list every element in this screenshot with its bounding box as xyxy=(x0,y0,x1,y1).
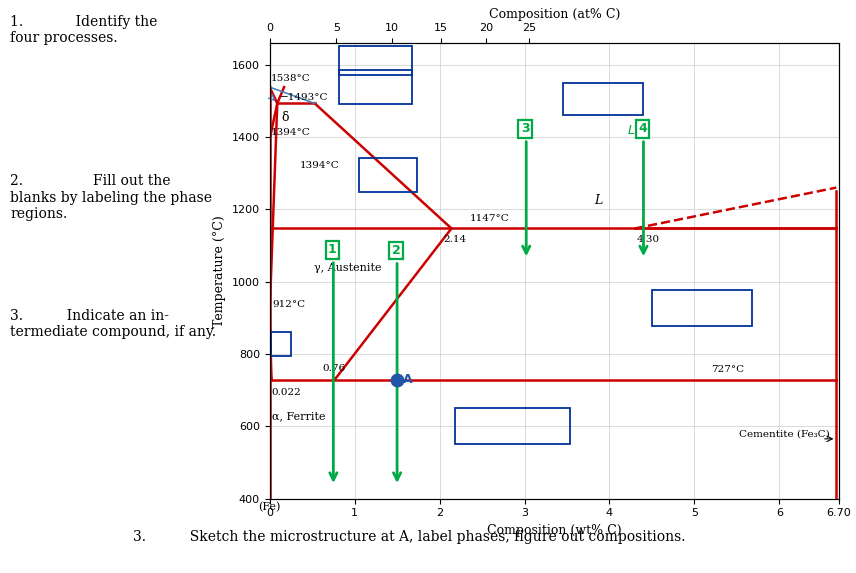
X-axis label: Composition (at% C): Composition (at% C) xyxy=(489,7,620,21)
Bar xyxy=(271,332,291,356)
Text: α, Ferrite: α, Ferrite xyxy=(271,411,325,422)
Bar xyxy=(455,408,569,444)
Text: 1394°C: 1394°C xyxy=(300,160,339,170)
Bar xyxy=(359,158,417,192)
Text: (Fe): (Fe) xyxy=(259,502,281,512)
Text: 4.30: 4.30 xyxy=(637,236,660,244)
Text: Cementite (Fe₃C): Cementite (Fe₃C) xyxy=(739,429,829,438)
Text: A: A xyxy=(403,373,413,386)
Text: δ: δ xyxy=(282,111,289,124)
X-axis label: Composition (wt% C): Composition (wt% C) xyxy=(487,524,621,537)
Text: 2.                Fill out the
blanks by labeling the phase
regions.: 2. Fill out the blanks by labeling the p… xyxy=(10,174,212,221)
Text: L: L xyxy=(594,194,603,207)
Text: 2: 2 xyxy=(391,244,401,257)
Bar xyxy=(339,70,412,104)
Text: 4: 4 xyxy=(638,122,646,135)
Y-axis label: Temperature (°C): Temperature (°C) xyxy=(213,215,226,327)
Text: −1493°C: −1493°C xyxy=(280,93,329,101)
Text: 0.76: 0.76 xyxy=(323,364,346,372)
Text: 3: 3 xyxy=(520,122,529,135)
Text: 0.022: 0.022 xyxy=(271,387,301,397)
Text: 1147°C: 1147°C xyxy=(469,214,509,223)
Text: γ, Austenite: γ, Austenite xyxy=(314,263,381,273)
Text: 3.          Indicate an in-
termediate compound, if any.: 3. Indicate an in- termediate compound, … xyxy=(10,309,217,339)
Text: 912°C: 912°C xyxy=(272,300,306,309)
Text: L: L xyxy=(627,124,634,137)
Bar xyxy=(562,83,644,115)
Text: 3.          Sketch the microstructure at A, label phases, figure out composition: 3. Sketch the microstructure at A, label… xyxy=(133,530,685,544)
Text: 1: 1 xyxy=(328,244,336,256)
Text: 1538°C: 1538°C xyxy=(270,74,310,84)
Text: 1394°C: 1394°C xyxy=(270,128,310,137)
Text: 2.14: 2.14 xyxy=(443,236,467,244)
Text: 727°C: 727°C xyxy=(711,365,745,374)
Bar xyxy=(339,46,412,75)
Text: 1.            Identify the
four processes.: 1. Identify the four processes. xyxy=(10,15,158,45)
Bar xyxy=(652,291,752,325)
